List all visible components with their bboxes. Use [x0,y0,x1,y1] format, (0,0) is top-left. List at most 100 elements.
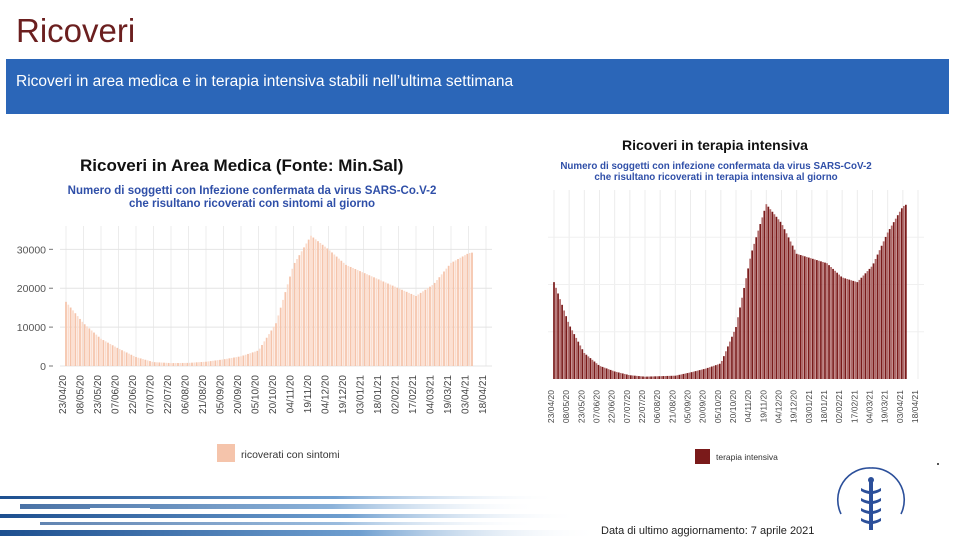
data-bar [795,253,798,379]
x-tick-label: 19/03/21 [880,390,890,423]
data-bar [88,328,91,366]
data-bar [125,352,128,366]
data-bar [256,350,259,366]
data-bar [737,317,739,379]
data-bar [310,235,312,366]
data-bar [76,316,79,366]
data-bar [809,258,812,379]
data-bar [275,323,277,366]
data-bar [198,362,200,366]
data-bar [254,351,256,366]
data-bar [783,229,786,379]
data-bar [832,268,834,379]
data-bar [878,250,881,379]
data-bar [583,353,586,379]
legend-swatch [217,444,235,462]
data-bar [314,239,317,366]
data-bar [326,248,329,366]
data-bar [172,363,175,366]
data-bar [874,258,877,379]
data-bar [242,355,245,366]
data-bar [324,246,326,366]
data-bar [629,375,632,379]
data-bar [727,346,729,379]
x-tick-label: 23/05/20 [576,390,586,423]
x-tick-label: 04/11/20 [286,375,297,414]
data-bar [454,260,457,366]
data-bar [785,233,788,379]
data-bar [384,282,387,366]
data-bar [396,287,399,366]
data-bar [585,354,588,379]
data-bar [824,262,826,379]
data-bar [634,375,636,379]
data-bar [777,219,780,379]
data-bar [733,331,735,379]
data-bar [303,247,305,366]
data-bar [723,356,725,379]
data-bar [757,230,760,379]
data-bar [97,336,100,366]
data-bar [607,369,610,379]
data-bar [868,268,871,379]
data-bar [226,358,228,366]
data-bar [759,224,762,379]
data-bar [244,354,247,366]
data-bar [698,370,701,379]
data-bar [118,349,121,366]
data-bar [692,371,695,379]
data-bar [195,362,198,366]
data-bar [662,376,665,379]
data-bar [888,229,891,379]
data-bar [109,343,112,366]
legend-swatch [695,449,710,464]
data-bar [729,341,731,379]
data-bar [177,363,179,366]
x-tick-label: 07/06/20 [592,390,602,423]
data-bar [642,376,644,379]
data-bar [461,256,464,366]
data-bar [597,364,600,379]
data-bar [553,282,555,379]
data-bar [589,358,592,379]
headline-banner: Ricoveri in area medica e in terapia int… [6,59,949,114]
data-bar [170,363,172,366]
data-bar [751,250,754,379]
data-bar [811,258,814,379]
data-bar [852,280,855,379]
data-bar [272,326,275,366]
data-bar [331,252,333,366]
x-tick-label: 03/04/21 [895,390,905,423]
data-bar [424,289,427,366]
data-bar [86,326,88,366]
data-bar [638,376,640,379]
data-bar [892,222,895,379]
data-bar [417,294,420,366]
x-tick-label: 02/02/21 [391,375,402,414]
data-bar [356,270,359,366]
data-bar [599,366,602,379]
data-bar [613,371,616,379]
data-bar [466,253,469,366]
x-tick-label: 19/11/20 [758,390,768,423]
data-bar [284,292,287,366]
data-bar [471,252,473,366]
data-bar [261,345,263,366]
data-bar [431,285,434,366]
data-bar [898,211,901,379]
data-bar [352,268,354,366]
data-bar [380,280,382,366]
data-bar [830,267,832,379]
data-bar [820,261,822,379]
data-bar [676,375,679,379]
data-bar [345,264,347,366]
data-bar [158,362,161,366]
data-bar [654,376,656,379]
x-tick-label: 23/04/20 [546,390,556,423]
data-bar [591,359,594,379]
data-bar [67,304,70,366]
data-bar [130,354,133,366]
data-bar [745,278,747,379]
data-bar [672,375,675,379]
data-bar [359,271,361,366]
